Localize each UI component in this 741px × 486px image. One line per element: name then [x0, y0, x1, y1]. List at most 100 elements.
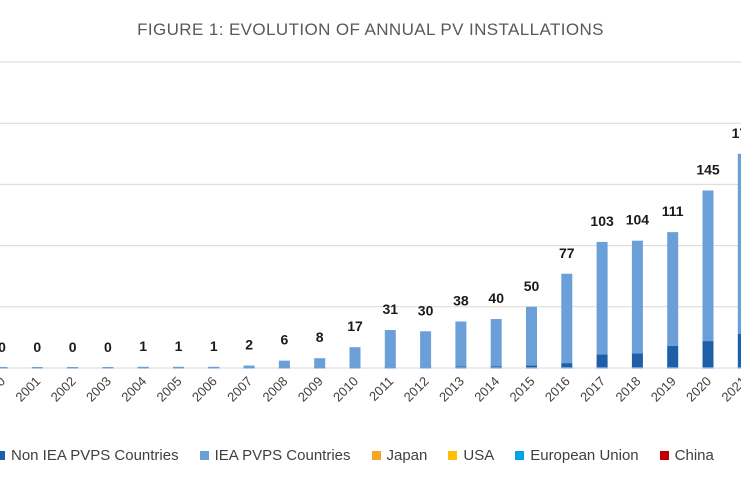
bar-base	[526, 367, 537, 369]
bar-segment	[349, 347, 361, 368]
bar-segment	[526, 306, 537, 366]
bar-segment	[314, 358, 326, 368]
bar-base	[31, 367, 43, 369]
bar-segment	[667, 232, 679, 346]
bar-segment	[490, 319, 502, 367]
bar-segment	[631, 353, 643, 368]
x-tick-label: 2018	[612, 374, 643, 405]
legend-label: China	[674, 446, 714, 464]
bar-segment	[420, 331, 432, 368]
bar-segment	[384, 330, 396, 368]
x-tick-label: 2004	[118, 374, 149, 405]
data-label: 1	[210, 338, 218, 354]
data-label: 111	[662, 203, 684, 219]
data-label: 2	[245, 337, 253, 353]
legend-label: USA	[463, 446, 495, 464]
legend-item: USA	[448, 447, 494, 464]
x-tick-label: 2019	[648, 374, 679, 405]
bar-base	[561, 367, 573, 369]
data-label: 6	[281, 332, 289, 348]
x-tick-label: 2017	[577, 374, 608, 405]
legend-item: IEA PVPS Countries	[199, 446, 351, 464]
bar-base	[278, 367, 290, 369]
bar-segment	[455, 321, 467, 367]
bar-base	[384, 367, 396, 369]
bar-base	[490, 367, 502, 369]
x-tick-label: 2009	[295, 374, 326, 405]
bar-base	[102, 367, 114, 369]
data-label: 0	[33, 339, 41, 355]
x-tick-label: 2013	[436, 374, 467, 405]
bar-base	[243, 367, 255, 369]
x-tick-label: 2012	[401, 374, 432, 405]
bar-base	[737, 367, 741, 369]
bar-base	[137, 367, 149, 369]
data-label: 8	[316, 329, 324, 345]
bar-base	[67, 367, 79, 369]
bar-segment	[243, 365, 255, 368]
legend-swatch	[371, 450, 381, 460]
legend-item: Japan	[371, 446, 428, 464]
bar-base	[455, 367, 467, 369]
data-label: 31	[383, 301, 399, 317]
bar-base	[0, 367, 8, 369]
bar-segment	[526, 365, 537, 368]
chart-title: FIGURE 1: EVOLUTION OF ANNUAL PV INSTALL…	[137, 20, 604, 39]
data-label: 0	[104, 339, 112, 355]
data-label: 1	[139, 338, 147, 354]
x-tick-label: 2000	[0, 374, 8, 405]
data-label: 50	[524, 278, 540, 294]
data-label: 0	[69, 339, 77, 355]
legend-label: Japan	[386, 446, 428, 464]
x-tick-label: 2001	[12, 374, 43, 405]
bar-base	[596, 367, 608, 369]
x-tick-label: 2015	[507, 374, 538, 405]
data-label: 40	[488, 290, 504, 306]
legend-label: Non IEA PVPS Countries	[11, 446, 179, 464]
data-label: 30	[418, 302, 434, 318]
bar-base	[667, 367, 679, 369]
x-tick-label: 2021	[718, 374, 741, 405]
data-label: 103	[590, 213, 614, 229]
data-label: 175	[732, 125, 741, 141]
legend-item: European Union	[515, 446, 639, 464]
data-label: 145	[696, 162, 720, 178]
bar-chart: 0 2000 0 2001 0 2002 0 2003 1 2004 1 2005 1 2006 2 2007…	[0, 61, 741, 405]
x-tick-label: 2006	[189, 374, 220, 405]
x-tick-label: 2002	[48, 374, 79, 405]
bar-base	[314, 367, 326, 369]
data-label: 17	[347, 318, 363, 334]
legend-item: Non IEA PVPS Countries	[0, 447, 179, 464]
bar-segment	[702, 341, 714, 368]
chart-legend: Non IEA PVPS Countries IEA PVPS Countries…	[0, 445, 735, 465]
bar-base	[420, 367, 432, 369]
bar-segment	[561, 363, 573, 368]
bar-base	[208, 367, 220, 369]
bar-segment	[561, 273, 573, 364]
bar-base	[631, 367, 643, 369]
data-label: 104	[626, 212, 650, 228]
x-tick-label: 2010	[330, 374, 361, 405]
bar-segment	[737, 153, 741, 334]
legend-label: IEA PVPS Countries	[214, 446, 351, 464]
bar-segment	[596, 354, 608, 368]
legend-label: European Union	[530, 446, 639, 464]
x-tick-label: 2007	[224, 374, 255, 405]
bar-segment	[596, 241, 608, 355]
legend-swatch	[199, 450, 209, 460]
bar-segment	[278, 360, 290, 368]
x-tick-label: 2020	[683, 374, 714, 405]
legend-swatch	[515, 450, 525, 460]
bar-segment	[702, 190, 714, 342]
bar-segment	[737, 333, 741, 368]
x-tick-label: 2003	[83, 374, 114, 405]
data-label: 77	[559, 245, 575, 261]
x-tick-label: 2008	[259, 374, 290, 405]
bar-base	[702, 367, 714, 369]
data-label: 38	[453, 292, 469, 308]
x-tick-label: 2005	[154, 374, 185, 405]
legend-swatch	[0, 450, 5, 460]
data-label: 0	[0, 339, 6, 355]
x-tick-label: 2011	[366, 374, 396, 404]
legend-swatch	[659, 450, 669, 460]
